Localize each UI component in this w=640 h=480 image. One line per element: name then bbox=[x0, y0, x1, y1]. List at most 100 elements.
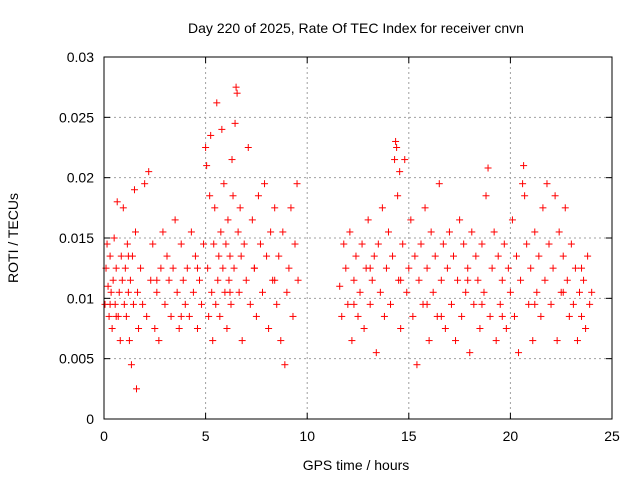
data-point bbox=[189, 288, 197, 296]
data-point bbox=[106, 252, 114, 260]
data-point bbox=[533, 288, 541, 296]
data-point bbox=[466, 349, 474, 357]
data-point bbox=[443, 264, 451, 272]
data-point bbox=[517, 276, 525, 284]
data-point bbox=[452, 337, 460, 345]
data-point bbox=[454, 276, 462, 284]
data-point bbox=[149, 240, 157, 248]
data-point bbox=[169, 264, 177, 272]
data-point bbox=[338, 312, 346, 320]
data-point bbox=[559, 252, 567, 260]
data-point bbox=[447, 300, 455, 308]
data-point bbox=[413, 361, 421, 369]
data-point bbox=[281, 361, 289, 369]
data-point bbox=[145, 168, 153, 176]
data-point bbox=[478, 240, 486, 248]
data-point bbox=[578, 312, 586, 320]
data-point bbox=[474, 276, 482, 284]
data-point bbox=[567, 240, 575, 248]
data-point bbox=[115, 288, 123, 296]
data-point bbox=[521, 192, 529, 200]
data-point bbox=[580, 276, 588, 284]
data-point bbox=[437, 312, 445, 320]
data-point bbox=[116, 337, 124, 345]
data-point bbox=[561, 204, 569, 212]
data-point bbox=[120, 300, 128, 308]
data-point bbox=[119, 204, 127, 212]
data-point bbox=[215, 252, 223, 260]
data-point bbox=[248, 216, 256, 224]
data-point bbox=[354, 312, 362, 320]
data-point bbox=[356, 288, 364, 296]
data-point bbox=[210, 240, 218, 248]
data-point bbox=[435, 180, 443, 188]
data-point bbox=[515, 349, 523, 357]
data-point bbox=[106, 300, 114, 308]
data-point bbox=[240, 240, 248, 248]
data-point bbox=[578, 264, 586, 272]
x-tick-label: 0 bbox=[100, 428, 108, 444]
data-point bbox=[482, 192, 490, 200]
data-point bbox=[551, 192, 559, 200]
data-point bbox=[234, 228, 242, 236]
data-point bbox=[175, 325, 183, 332]
data-point bbox=[346, 228, 354, 236]
data-point bbox=[350, 276, 358, 284]
data-point bbox=[366, 264, 374, 272]
data-point bbox=[358, 240, 366, 248]
data-point bbox=[378, 204, 386, 212]
data-point bbox=[494, 252, 502, 260]
data-point bbox=[393, 144, 401, 151]
data-point bbox=[520, 162, 528, 170]
data-point bbox=[405, 264, 413, 272]
data-point bbox=[397, 276, 405, 284]
data-point bbox=[228, 156, 236, 164]
data-point bbox=[425, 337, 433, 345]
data-point bbox=[462, 288, 470, 296]
data-point bbox=[431, 252, 439, 260]
data-points bbox=[101, 83, 596, 393]
data-point bbox=[478, 300, 486, 308]
data-point bbox=[496, 300, 504, 308]
data-point bbox=[271, 204, 279, 212]
data-point bbox=[143, 312, 151, 320]
data-point bbox=[250, 264, 258, 272]
data-point bbox=[525, 300, 533, 308]
data-point bbox=[224, 216, 232, 224]
data-point bbox=[391, 156, 399, 164]
data-point bbox=[125, 337, 133, 345]
data-point bbox=[261, 180, 269, 188]
data-point bbox=[399, 240, 407, 248]
data-point bbox=[531, 228, 539, 236]
data-point bbox=[205, 312, 213, 320]
y-tick-label: 0.025 bbox=[59, 109, 94, 125]
data-point bbox=[565, 312, 573, 320]
data-point bbox=[372, 349, 380, 357]
data-point bbox=[456, 216, 464, 224]
data-point bbox=[409, 312, 417, 320]
data-point bbox=[527, 264, 535, 272]
data-point bbox=[573, 337, 581, 345]
data-point bbox=[151, 325, 159, 332]
data-point bbox=[233, 89, 241, 97]
data-point bbox=[439, 240, 447, 248]
data-point bbox=[510, 312, 518, 320]
data-point bbox=[429, 288, 437, 296]
data-point bbox=[191, 252, 199, 260]
data-point bbox=[547, 300, 555, 308]
data-point bbox=[486, 312, 494, 320]
data-point bbox=[364, 216, 372, 224]
data-point bbox=[368, 276, 376, 284]
data-point bbox=[134, 288, 142, 296]
data-point bbox=[218, 125, 226, 133]
data-point bbox=[336, 282, 344, 290]
data-point bbox=[232, 83, 240, 91]
data-point bbox=[490, 228, 498, 236]
data-point bbox=[229, 192, 237, 200]
data-point bbox=[187, 228, 195, 236]
data-point bbox=[472, 252, 480, 260]
data-point bbox=[230, 264, 238, 272]
data-point bbox=[293, 180, 301, 188]
data-point bbox=[380, 312, 388, 320]
